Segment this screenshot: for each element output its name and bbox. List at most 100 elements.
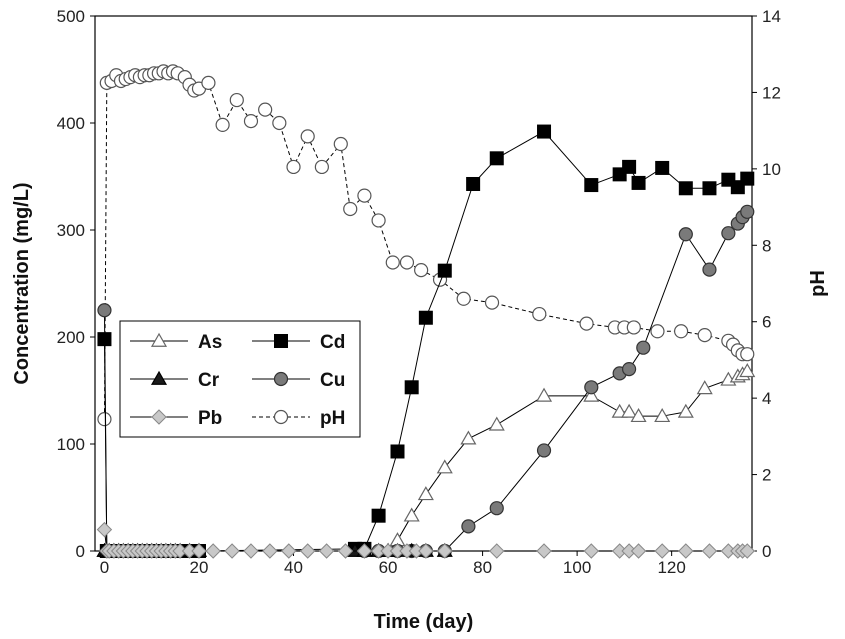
data-point-cd — [702, 181, 717, 196]
data-point-as — [739, 363, 756, 378]
y-right-tick-label: 12 — [762, 83, 781, 102]
legend-label: pH — [320, 408, 345, 429]
data-point-ph — [215, 117, 230, 133]
data-point-cd — [678, 181, 693, 196]
data-point-ph — [286, 159, 301, 175]
data-point-pb — [96, 521, 113, 538]
data-point-pb — [437, 543, 453, 559]
data-point-ph — [97, 412, 112, 427]
data-point-cu — [461, 519, 476, 534]
data-point-ph — [314, 159, 329, 175]
y-left-tick-label: 200 — [57, 328, 85, 347]
data-point-pb — [337, 543, 354, 559]
legend-marker — [274, 334, 288, 348]
x-tick-label: 0 — [100, 558, 109, 577]
y-right-tick-label: 0 — [762, 542, 771, 561]
data-point-pb — [318, 543, 335, 559]
x-axis-title: Time (day) — [374, 611, 474, 633]
legend-label: Cu — [320, 370, 345, 391]
data-point-pb — [678, 543, 694, 559]
x-tick-label: 100 — [563, 558, 591, 577]
data-point-ph — [385, 255, 400, 270]
legend-label: Cd — [320, 332, 345, 353]
data-point-pb — [739, 543, 755, 559]
y-left-tick-label: 300 — [57, 221, 85, 240]
y-right-tick-label: 2 — [762, 466, 771, 485]
data-point-pb — [281, 543, 297, 559]
data-point-as — [611, 403, 628, 418]
x-tick-label: 80 — [473, 558, 492, 577]
data-point-ph — [414, 263, 429, 278]
data-point-pb — [356, 543, 373, 559]
data-point-as — [488, 416, 505, 431]
data-point-pb — [418, 543, 434, 559]
data-point-cd — [622, 159, 637, 174]
x-tick-label: 120 — [657, 558, 685, 577]
data-point-ph — [229, 92, 244, 108]
data-point-ph — [201, 75, 216, 90]
data-point-ph — [740, 347, 755, 362]
data-point-cd — [466, 176, 481, 191]
data-point-cd — [437, 263, 452, 278]
data-point-pb — [583, 543, 600, 559]
y-left-tick-label: 400 — [57, 114, 85, 133]
data-point-cd — [371, 508, 386, 523]
chart-axes: 0 20 40 60 80 100 120 0 100 200 300 400 500 0 2 4 6 8 10 12… — [11, 7, 829, 633]
data-point-as — [654, 407, 671, 423]
legend: As Cd Cr Cu Pb pH — [119, 320, 361, 438]
legend-entry-cr: Cr — [130, 370, 220, 391]
data-point-cd — [418, 310, 433, 325]
data-point-ph — [674, 324, 689, 339]
legend-label: Pb — [198, 408, 222, 429]
x-tick-label: 40 — [284, 558, 303, 577]
data-point-ph — [484, 295, 500, 310]
data-point-as — [436, 459, 453, 474]
data-point-as — [403, 507, 420, 522]
data-point-ph — [456, 291, 471, 306]
data-point-ph — [626, 320, 641, 335]
legend-marker — [150, 370, 168, 385]
legend-entry-cu: Cu — [252, 370, 345, 391]
data-point-cd — [655, 160, 670, 175]
data-point-ph — [697, 327, 712, 343]
data-point-cu — [584, 380, 599, 395]
x-tick-label: 20 — [190, 558, 209, 577]
data-point-pb — [536, 543, 552, 559]
data-point-ph — [258, 102, 273, 117]
series-ph — [97, 64, 755, 427]
data-point-pb — [630, 543, 647, 559]
y-right-tick-label: 8 — [762, 236, 771, 255]
data-point-ph — [243, 113, 259, 129]
data-point-pb — [224, 543, 240, 559]
data-point-ph — [399, 255, 415, 270]
legend-entry-ph: pH — [252, 408, 345, 429]
data-point-pb — [489, 543, 505, 559]
data-point-ph — [371, 213, 386, 228]
data-point-pb — [243, 543, 259, 559]
data-point-cd — [390, 444, 405, 459]
data-point-ph — [343, 201, 358, 217]
data-point-cu — [489, 501, 504, 516]
data-point-pb — [262, 543, 278, 559]
legend-entry-cd: Cd — [252, 332, 345, 353]
data-point-ph — [357, 188, 372, 203]
series-pb — [96, 521, 755, 559]
data-point-ph — [333, 136, 348, 152]
y-left-tick-label: 100 — [57, 435, 85, 454]
data-point-as — [621, 403, 638, 418]
data-point-pb — [191, 543, 207, 559]
legend-marker — [273, 409, 289, 425]
y-axis-title-left: Concentration (mg/L) — [11, 182, 33, 384]
data-point-as — [460, 430, 477, 445]
data-point-pb — [701, 543, 718, 559]
data-point-pb — [205, 543, 221, 559]
legend-label: Cr — [198, 370, 220, 391]
data-point-cd — [404, 380, 419, 395]
data-point-as — [696, 380, 713, 395]
data-point-pb — [299, 543, 316, 559]
legend-label: As — [198, 332, 222, 353]
data-point-cu — [678, 227, 693, 242]
data-point-ph — [650, 324, 665, 339]
x-tick-label: 60 — [379, 558, 398, 577]
